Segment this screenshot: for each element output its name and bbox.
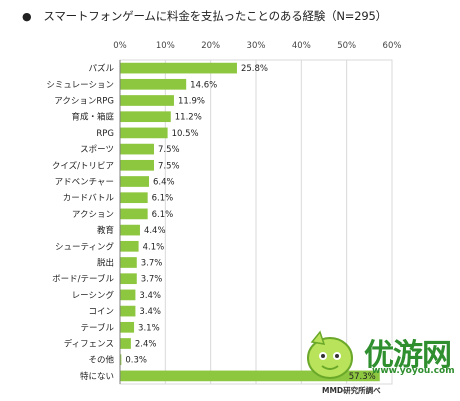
bar xyxy=(120,273,137,285)
value-label: 6.1% xyxy=(152,194,174,204)
category-label: カードバトル xyxy=(63,194,115,204)
value-label: 3.4% xyxy=(139,307,161,317)
category-label: ボード/テーブル xyxy=(52,274,114,285)
category-label: シューティング xyxy=(55,241,114,252)
bar xyxy=(120,78,187,90)
bar xyxy=(120,111,171,123)
value-label: 11.9% xyxy=(178,97,205,107)
category-label: スポーツ xyxy=(80,145,114,155)
bar xyxy=(120,192,148,204)
x-tick-label: 60% xyxy=(383,41,402,51)
chart-title: スマートフォンゲームに料金を支払ったことのある経験（N=295） xyxy=(43,9,387,23)
value-label: 7.5% xyxy=(158,145,180,155)
value-label: 3.1% xyxy=(138,323,160,333)
bar xyxy=(120,95,174,106)
value-label: 11.2% xyxy=(175,113,202,123)
x-tick-label: 50% xyxy=(337,41,356,51)
x-tick-label: 40% xyxy=(292,41,311,51)
chart-title-row: ● スマートフォンゲームに料金を支払ったことのある経験（N=295） xyxy=(22,8,387,24)
category-label: 教育 xyxy=(97,225,114,236)
bar xyxy=(120,143,154,155)
value-label: 3.7% xyxy=(141,275,163,285)
bar xyxy=(120,370,380,382)
value-label: 3.4% xyxy=(139,291,161,301)
bullet-icon: ● xyxy=(22,9,32,23)
value-label: 4.4% xyxy=(144,226,166,236)
category-label: アクション xyxy=(72,210,114,220)
x-tick-label: 10% xyxy=(156,41,175,51)
value-label: 6.1% xyxy=(152,210,174,220)
bar xyxy=(120,354,122,366)
x-tick-label: 20% xyxy=(201,41,220,51)
bar xyxy=(120,240,139,252)
category-label: レーシング xyxy=(72,290,115,301)
value-label: 3.7% xyxy=(141,259,163,269)
watermark-url: www.yoyou.com xyxy=(372,366,455,376)
value-label: 7.5% xyxy=(158,161,180,171)
bar xyxy=(120,289,136,301)
category-label: クイズ/トリビア xyxy=(52,160,114,171)
category-label: コイン xyxy=(88,307,114,317)
x-tick-label: 30% xyxy=(247,41,266,51)
value-label: 2.4% xyxy=(135,340,157,350)
bar xyxy=(120,208,148,220)
bar xyxy=(120,305,136,317)
value-label: 25.8% xyxy=(241,64,268,74)
category-label: 脱出 xyxy=(97,258,114,269)
value-label: 0.3% xyxy=(125,356,147,366)
value-label: 14.6% xyxy=(190,80,217,90)
bar xyxy=(120,159,154,171)
category-label: RPG xyxy=(96,129,114,139)
bar xyxy=(120,257,137,268)
bar xyxy=(120,127,168,139)
bar xyxy=(120,62,237,74)
value-label: 4.1% xyxy=(143,242,165,252)
mascot-icon xyxy=(307,330,353,379)
x-tick-label: 0% xyxy=(113,41,127,51)
category-label: その他 xyxy=(88,355,114,366)
category-label: ディフェンス xyxy=(64,339,114,350)
value-label: 57.3% xyxy=(349,372,376,382)
category-label: 育成・箱庭 xyxy=(71,112,114,123)
source-note: MMD研究所調べ xyxy=(322,386,381,395)
category-label: シミュレーション xyxy=(46,80,114,90)
bar xyxy=(120,176,150,187)
category-label: パズル xyxy=(88,63,114,74)
watermark-logo xyxy=(307,330,353,379)
bar xyxy=(120,338,131,349)
bar xyxy=(120,321,135,333)
category-label: テーブル xyxy=(81,322,115,333)
value-label: 10.5% xyxy=(172,129,199,139)
category-label: アクションRPG xyxy=(54,97,114,107)
value-label: 6.4% xyxy=(153,178,175,188)
category-label: アドベンチャー xyxy=(55,178,114,188)
bar xyxy=(120,224,140,236)
category-label: 特にない xyxy=(80,371,114,382)
watermark-brand: 优游网 xyxy=(364,338,452,373)
